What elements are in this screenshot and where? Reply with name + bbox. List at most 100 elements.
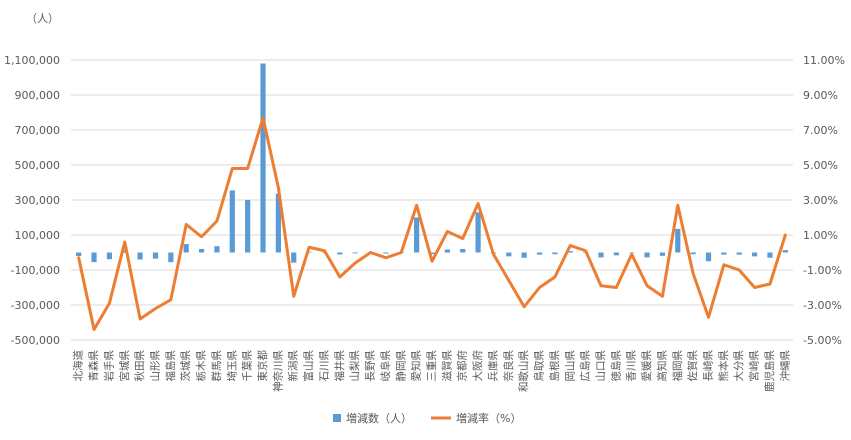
category-label: 鳥取県: [533, 350, 546, 382]
bar-愛知県: [414, 217, 420, 253]
category-label: 岩手県: [102, 350, 115, 382]
right-tick-label: 11.00%: [803, 54, 845, 67]
category-axis: 北海道 青森県 岩手県 宮城県 秋田県 山形県 福島県 茨城県 栃木県 群馬県 埼玉県 千葉県 東京都神…: [72, 350, 792, 392]
bar-神奈川県: [275, 193, 281, 253]
bar-山形県: [152, 252, 159, 259]
category-label: 福井県: [333, 350, 346, 382]
category-label: 福岡県: [671, 350, 684, 382]
category-label: 徳島県: [609, 350, 622, 382]
bar-和歌山県: [521, 252, 527, 258]
category-label: 滋賀県: [440, 350, 453, 382]
bar-香川県: [629, 252, 635, 253]
bar-宮崎県: [751, 252, 758, 257]
category-label: 鹿児島県: [763, 350, 776, 392]
bar-愛媛県: [644, 252, 650, 258]
category-label: 静岡県: [394, 350, 407, 382]
right-tick-label: 1.00%: [803, 229, 838, 242]
bar-福井県: [337, 252, 343, 255]
category-label: 佐賀県: [686, 350, 699, 382]
bar-高知県: [659, 252, 666, 256]
bar-埼玉県: [229, 190, 235, 253]
category-label: 石川県: [318, 350, 330, 382]
right-tick-label: 9.00%: [803, 89, 838, 102]
category-label: 和歌山県: [517, 350, 530, 392]
bar-三重県: [429, 252, 435, 255]
right-tick-label: 7.00%: [803, 124, 838, 137]
bar-秋田県: [137, 252, 143, 260]
series-line-rate: [77, 116, 787, 331]
gridlines: [71, 59, 793, 341]
bar-佐賀県: [690, 252, 696, 255]
category-label: 熊本県: [717, 350, 730, 382]
left-tick-label: 900,000: [15, 89, 61, 102]
right-axis: -5.00% -3.00% -1.00% 1.00% 3.00% 5.00% 7.00% 9.…: [803, 54, 845, 347]
category-label: 神奈川県: [271, 350, 284, 392]
category-label: 奈良県: [502, 350, 515, 382]
right-tick-label: -1.00%: [803, 264, 842, 277]
bar-山口県: [598, 252, 604, 258]
legend-swatch-count: [333, 414, 341, 422]
category-label: 愛知県: [410, 350, 423, 382]
category-label: 千葉県: [241, 350, 254, 382]
category-label: 茨城県: [179, 350, 192, 382]
bar-series-count: [76, 63, 788, 263]
bar-沖縄県: [782, 250, 788, 253]
category-label: 青森県: [87, 350, 100, 382]
category-label: 新潟県: [287, 350, 300, 382]
bar-岐阜県: [383, 252, 389, 254]
left-tick-label: 1,100,000: [4, 54, 60, 67]
bar-大阪府: [475, 212, 481, 253]
category-label: 富山県: [302, 350, 315, 382]
bar-滋賀県: [444, 249, 450, 253]
category-label: 三重県: [425, 350, 438, 382]
bar-東京都: [260, 63, 266, 253]
bar-福岡県: [675, 228, 681, 253]
left-tick-label: -300,000: [11, 299, 60, 312]
bar-新潟県: [291, 252, 297, 263]
category-label: 埼玉県: [225, 350, 238, 382]
right-tick-label: -5.00%: [803, 334, 842, 347]
left-tick-label: 700,000: [15, 124, 61, 137]
category-label: 岐阜県: [379, 350, 392, 382]
category-label: 長崎県: [702, 350, 715, 382]
bar-福島県: [168, 252, 174, 263]
bar-茨城県: [183, 244, 189, 253]
bar-鹿児島県: [767, 252, 773, 258]
bar-徳島県: [613, 252, 619, 256]
category-label: 大阪府: [471, 350, 484, 382]
bar-宮城県: [122, 250, 128, 253]
bar-島根県: [552, 252, 558, 255]
category-label: 広島県: [579, 350, 592, 382]
left-tick-label: 100,000: [15, 229, 61, 242]
left-tick-label: 300,000: [15, 194, 61, 207]
category-label: 山形県: [149, 350, 161, 382]
left-axis-unit-label: （人）: [26, 12, 59, 25]
legend-label-count: 増減数（人）: [346, 411, 412, 425]
bar-栃木県: [198, 249, 205, 253]
category-label: 愛媛県: [640, 350, 653, 382]
category-label: 大分県: [732, 350, 745, 382]
bar-千葉県: [245, 200, 251, 253]
legend: 増減数（人） 増減率（%）: [333, 411, 521, 425]
category-label: 宮崎県: [748, 350, 761, 382]
bar-奈良県: [506, 252, 512, 257]
left-tick-label: -100,000: [11, 264, 60, 277]
bar-長崎県: [705, 252, 712, 262]
bar-岩手県: [106, 252, 113, 260]
category-label: 宮城県: [118, 350, 131, 382]
bar-鳥取県: [536, 252, 543, 255]
bar-岡山県: [567, 251, 573, 253]
category-label: 沖縄県: [778, 350, 791, 382]
category-label: 島根県: [548, 350, 561, 382]
left-tick-label: 500,000: [15, 159, 61, 172]
bar-大分県: [736, 252, 742, 255]
bar-北海道: [76, 252, 82, 256]
category-label: 京都府: [456, 350, 469, 382]
legend-label-rate: 増減率（%）: [456, 411, 521, 425]
right-tick-label: -3.00%: [803, 299, 842, 312]
category-label: 山口県: [595, 350, 607, 382]
category-label: 秋田県: [133, 350, 146, 382]
category-label: 岡山県: [564, 350, 576, 382]
left-tick-label: -500,000: [11, 334, 60, 347]
